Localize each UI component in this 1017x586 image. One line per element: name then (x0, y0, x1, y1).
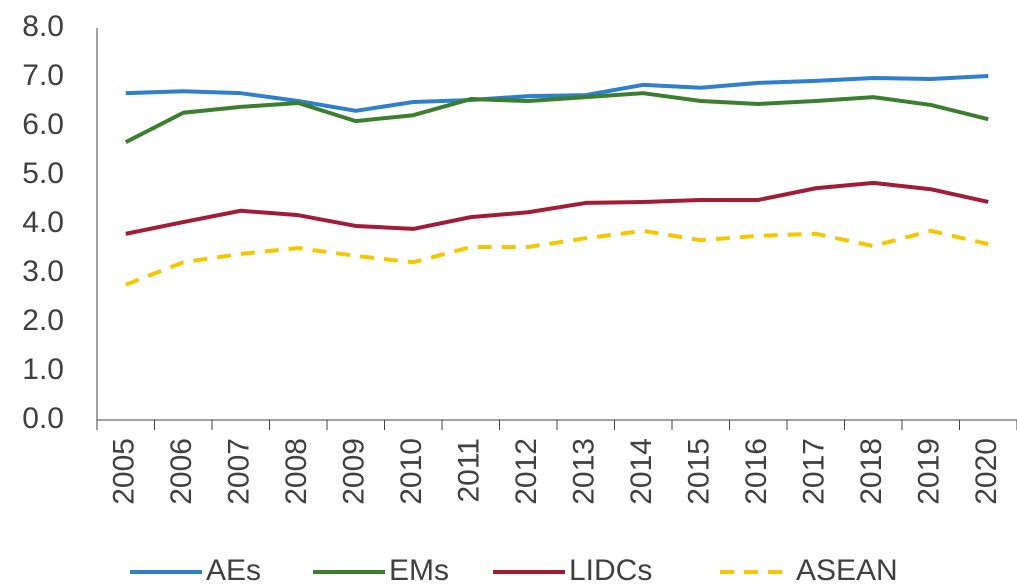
x-tick-label: 2014 (625, 438, 658, 505)
y-tick-label: 8.0 (22, 10, 64, 43)
x-tick-label: 2006 (165, 438, 198, 505)
y-tick-label: 0.0 (22, 402, 64, 435)
x-tick-label: 2012 (510, 438, 543, 505)
line-series (124, 91, 989, 144)
y-tick-label: 1.0 (22, 353, 64, 386)
line-series (125, 74, 989, 113)
x-tick-label: 2017 (798, 438, 831, 505)
x-tick-label: 2005 (108, 438, 141, 505)
y-tick-label: 5.0 (22, 157, 64, 190)
y-tick-label: 7.0 (22, 59, 64, 92)
x-tick-label: 2009 (338, 438, 371, 505)
x-tick-label: 2007 (223, 438, 256, 505)
x-tick-label: 2013 (568, 438, 601, 505)
y-tick-label: 2.0 (22, 304, 64, 337)
legend-label: EMs (389, 554, 449, 586)
y-tick-label: 4.0 (22, 206, 64, 239)
x-tick-label: 2018 (855, 438, 888, 505)
legend-label: LIDCs (569, 554, 652, 586)
x-tick-label: 2019 (913, 438, 946, 505)
x-tick-label: 2010 (395, 438, 428, 505)
y-tick-label: 3.0 (22, 255, 64, 288)
line-series (125, 180, 989, 236)
legend-label: AEs (206, 554, 261, 586)
x-tick-label: 2016 (740, 438, 773, 505)
x-tick-label: 2020 (970, 438, 1003, 505)
x-tick-label: 2008 (280, 438, 313, 505)
x-tick-label: 2015 (683, 438, 716, 505)
legend-label: ASEAN (796, 554, 898, 586)
y-tick-label: 6.0 (22, 108, 64, 141)
x-tick-label: 2011 (453, 438, 486, 503)
line-series (125, 228, 989, 287)
